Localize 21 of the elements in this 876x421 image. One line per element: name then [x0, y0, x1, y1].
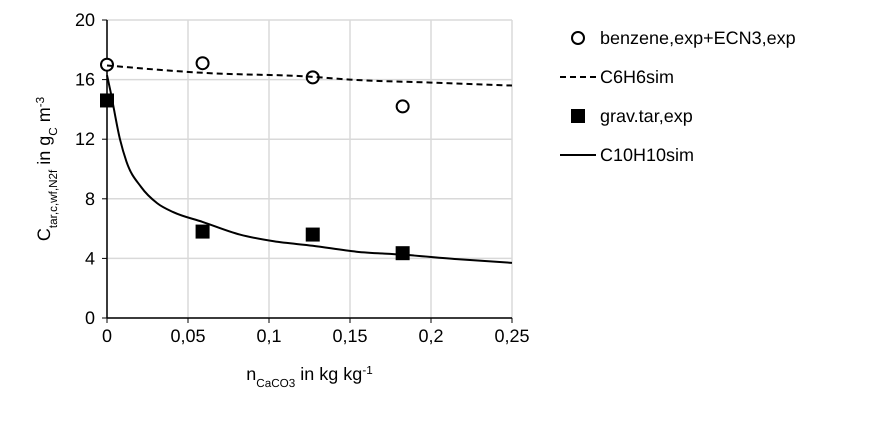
y-tick-label: 0: [84, 308, 95, 328]
legend-label: grav.tar,exp: [600, 106, 693, 126]
x-tick-label: 0,2: [418, 326, 444, 346]
x-tick-label: 0,25: [494, 326, 530, 346]
y-tick-label: 16: [74, 70, 95, 90]
point: [196, 224, 210, 239]
y-tick-label: 20: [74, 10, 95, 30]
legend-label: C6H6sim: [600, 67, 674, 87]
x-tick-label: 0,15: [332, 326, 368, 346]
y-tick-label: 8: [84, 188, 95, 209]
x-tick-label: 0,05: [170, 326, 206, 346]
legend-label: benzene,exp+ECN3,exp: [600, 28, 796, 48]
x-axis-title: n$_{CaCO3}$ in kg kg$^{-1}$: [246, 364, 373, 390]
y-tick-label: 12: [74, 129, 95, 150]
y-tick-label: 4: [84, 248, 95, 268]
legend-label: C10H10sim: [600, 145, 694, 165]
point: [306, 228, 320, 242]
point: [196, 56, 210, 70]
point: [396, 99, 410, 114]
x-tick-label: 0: [102, 326, 112, 346]
x-tick-label: 0,1: [256, 326, 282, 346]
